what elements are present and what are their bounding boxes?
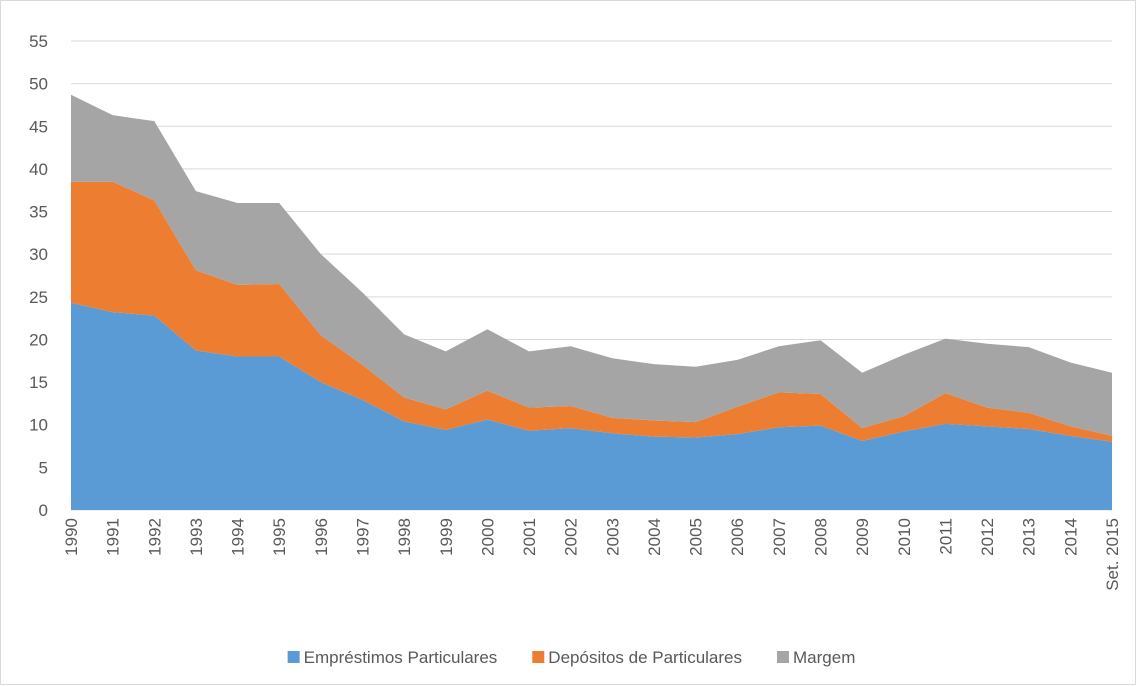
legend-swatch xyxy=(777,651,790,663)
x-tick-label: 2014 xyxy=(1061,518,1080,556)
area xyxy=(71,94,1112,436)
x-tick-label: 2010 xyxy=(895,518,914,556)
x-tick-label: 1992 xyxy=(145,518,164,556)
x-tick-label: 2006 xyxy=(728,518,747,556)
y-tick-label: 45 xyxy=(29,117,48,136)
y-tick-label: 50 xyxy=(29,75,48,94)
legend-swatch xyxy=(532,651,545,663)
x-tick-label: 1995 xyxy=(270,518,289,556)
y-tick-label: 5 xyxy=(39,458,48,477)
x-tick-label: 2013 xyxy=(1020,518,1039,556)
x-tick-label: 1997 xyxy=(353,518,372,556)
y-tick-label: 10 xyxy=(29,416,48,435)
x-tick-label: 1996 xyxy=(312,518,331,556)
legend-label: Margem xyxy=(793,648,855,667)
y-tick-label: 25 xyxy=(29,288,48,307)
x-tick-label: 2005 xyxy=(687,518,706,556)
x-tick-label: 1990 xyxy=(62,518,81,556)
x-tick-label: 2011 xyxy=(936,518,955,555)
legend-label: Empréstimos Particulares xyxy=(304,648,498,667)
x-tick-label: 1993 xyxy=(187,518,206,556)
x-tick-label: 1994 xyxy=(229,518,248,556)
x-tick-label: 2009 xyxy=(853,518,872,556)
x-tick-label: 2007 xyxy=(770,518,789,556)
area xyxy=(71,302,1112,510)
y-tick-label: 30 xyxy=(29,245,48,264)
x-tick-label: 2002 xyxy=(562,518,581,556)
legend-swatch xyxy=(287,651,300,663)
x-tick-label: 2000 xyxy=(478,518,497,556)
y-tick-label: 15 xyxy=(29,373,48,392)
x-tick-label: 2008 xyxy=(812,518,831,556)
x-tick-label: 1998 xyxy=(395,518,414,556)
x-tick-label: 2003 xyxy=(603,518,622,556)
y-tick-label: 55 xyxy=(29,32,48,51)
x-tick-label: 2001 xyxy=(520,518,539,556)
x-tick-label: 2004 xyxy=(645,518,664,556)
y-tick-label: 40 xyxy=(29,160,48,179)
y-tick-label: 20 xyxy=(29,330,48,349)
x-tick-label: 1991 xyxy=(104,518,123,556)
area xyxy=(71,181,1112,442)
x-tick-label: 2012 xyxy=(978,518,997,556)
y-tick-label: 35 xyxy=(29,203,48,222)
y-tick-label: 0 xyxy=(39,501,48,520)
x-tick-label: Set. 2015 xyxy=(1103,518,1122,591)
legend-label: Depósitos de Particulares xyxy=(548,648,742,667)
x-tick-label: 1999 xyxy=(437,518,456,556)
